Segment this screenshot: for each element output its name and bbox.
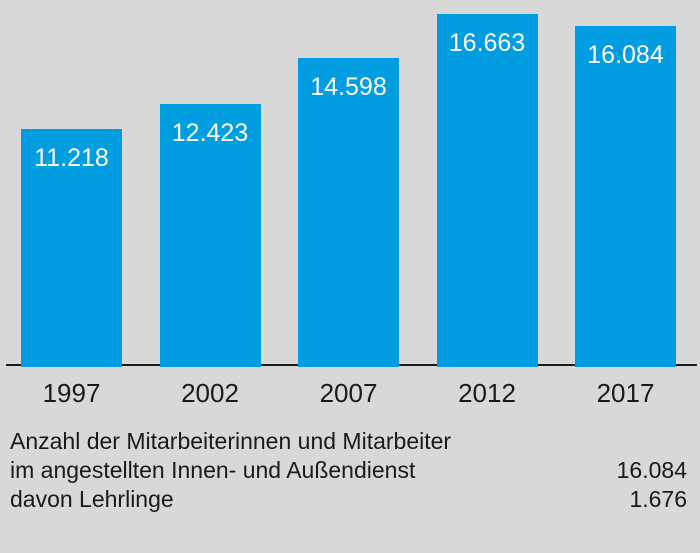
footnote-line-2-value: 16.084	[616, 457, 687, 483]
footnote-line-3: davon Lehrlinge 1.676	[10, 485, 687, 514]
bar-value-label-2007: 14.598	[310, 73, 387, 101]
bar-2007: 14.598	[298, 58, 399, 367]
x-tick-label-1997: 1997	[42, 378, 101, 408]
bar-value-label-2002: 12.423	[171, 119, 249, 147]
x-tick-label-2017: 2017	[596, 378, 655, 408]
x-tick-label-2012: 2012	[458, 378, 516, 408]
footnote-line-3-label: davon Lehrlinge	[10, 486, 174, 512]
footnote-line-1: Anzahl der Mitarbeiterinnen und Mitarbei…	[10, 428, 452, 454]
x-axis-labels: 1997 2002 2007 2012 2017	[0, 367, 700, 408]
x-tick-label-2007: 2007	[319, 378, 378, 408]
footnote-line-3-value: 1.676	[629, 486, 687, 512]
footnote-line-2-label: im angestellten Innen- und Außendienst	[10, 457, 416, 483]
bar-2017: 16.084	[575, 26, 676, 367]
bar-1997: 11.218	[21, 129, 122, 367]
bar-value-label-1997: 11.218	[34, 144, 109, 172]
chart-footnote: Anzahl der Mitarbeiterinnen und Mitarbei…	[0, 427, 700, 514]
bar-value-label-2017: 16.084	[587, 41, 664, 69]
bar-2002: 12.423	[159, 104, 261, 367]
bar-value-label-2012: 16.663	[448, 29, 526, 57]
plot-area: 11.218 12.423 14.598 16.663 16.084	[6, 14, 697, 367]
bar-2012: 16.663	[436, 14, 538, 367]
footnote-line-2: im angestellten Innen- und Außendienst 1…	[10, 456, 687, 485]
x-tick-label-2002: 2002	[181, 378, 239, 408]
